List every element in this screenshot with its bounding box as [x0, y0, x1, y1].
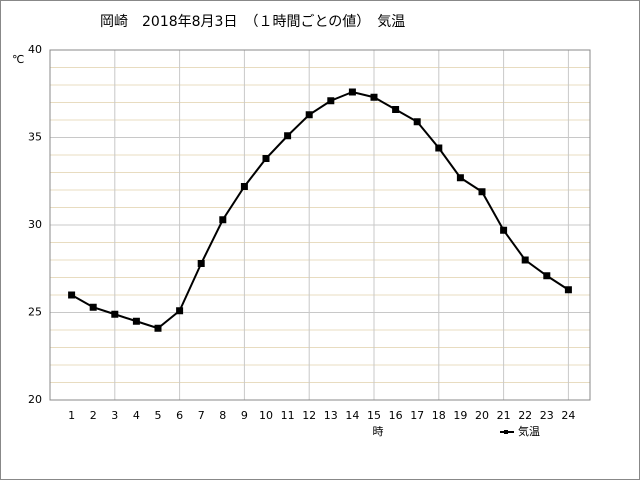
x-tick-label: 12: [302, 409, 316, 422]
point: [327, 97, 335, 105]
legend-marker: [504, 430, 508, 434]
point: [132, 317, 140, 325]
x-tick-label: 22: [518, 409, 532, 422]
x-tick-label: 10: [259, 409, 273, 422]
x-axis-label: 時: [373, 425, 384, 438]
point: [240, 183, 248, 190]
x-tick-label: 5: [155, 409, 162, 422]
y-tick-label: 35: [28, 131, 42, 144]
x-tick-label: 17: [410, 409, 424, 422]
plot-border: [49, 49, 591, 401]
point: [564, 286, 572, 294]
point: [197, 260, 205, 267]
point: [262, 155, 270, 162]
x-tick-label: 14: [345, 409, 359, 422]
point: [219, 216, 227, 224]
point: [89, 303, 97, 311]
x-tick-label: 15: [367, 409, 381, 422]
x-tick-label: 11: [281, 409, 295, 422]
point: [176, 307, 184, 315]
x-tick-label: 1: [68, 409, 75, 422]
x-tick-label: 6: [176, 409, 183, 422]
point: [370, 93, 378, 101]
x-tick-label: 7: [198, 409, 205, 422]
chart-title: 岡崎 2018年8月3日 （１時間ごとの値） 気温: [100, 14, 405, 30]
point: [478, 188, 486, 196]
x-tick-label: 23: [540, 409, 554, 422]
point: [68, 291, 76, 299]
x-tick-label: 4: [133, 409, 140, 422]
y-unit: ℃: [12, 53, 24, 66]
y-tick-label: 20: [28, 393, 42, 406]
point: [521, 256, 529, 264]
x-tick-label: 3: [111, 409, 118, 422]
point: [435, 144, 443, 152]
x-tick-label: 20: [475, 409, 489, 422]
x-tick-label: 13: [324, 409, 338, 422]
x-tick-label: 2: [90, 409, 97, 422]
point: [456, 174, 464, 182]
point: [305, 111, 313, 119]
x-tick-label: 9: [241, 409, 248, 422]
x-tick-label: 21: [497, 409, 511, 422]
point: [413, 118, 421, 126]
point: [284, 132, 292, 140]
x-tick-label: 19: [453, 409, 467, 422]
x-tick-label: 24: [561, 409, 575, 422]
x-tick-label: 16: [389, 409, 403, 422]
x-tick-label: 8: [219, 409, 226, 422]
point: [111, 310, 119, 318]
point: [543, 272, 551, 280]
line: [71, 90, 569, 330]
point: [500, 226, 508, 234]
y-tick-label: 30: [28, 218, 42, 231]
y-tick-label: 40: [28, 43, 42, 56]
point: [348, 88, 356, 96]
x-tick-label: 18: [432, 409, 446, 422]
legend-label: 気温: [518, 424, 540, 438]
point: [392, 106, 400, 113]
y-tick-label: 25: [28, 306, 42, 319]
point: [154, 324, 162, 332]
